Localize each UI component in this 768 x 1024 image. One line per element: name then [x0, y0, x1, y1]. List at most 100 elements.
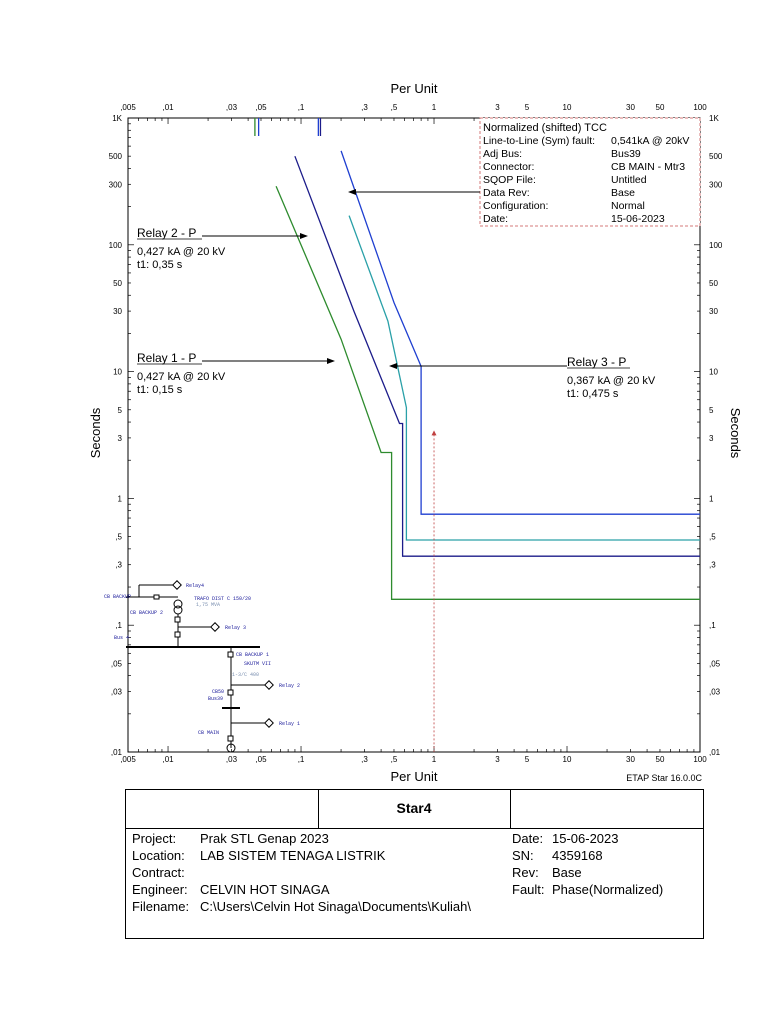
- svg-text:SKUTM VII: SKUTM VII: [244, 661, 271, 667]
- engineer-label: Engineer:: [132, 882, 188, 897]
- x-tick-label: ,05: [255, 755, 267, 764]
- y-tick-label: 300: [109, 180, 123, 189]
- info-key: Date:: [483, 213, 508, 225]
- x-tick-label: 1: [432, 755, 437, 764]
- svg-text:Relay 1: Relay 1: [279, 721, 300, 727]
- x-tick-label: ,01: [162, 103, 174, 112]
- x-tick-label: ,005: [120, 755, 136, 764]
- y-tick-label: 300: [709, 180, 723, 189]
- fault-value: Phase(Normalized): [552, 882, 664, 897]
- y-tick-label: 3: [118, 434, 123, 443]
- info-title: Normalized (shifted) TCC: [483, 122, 607, 134]
- y-tick-label: 5: [118, 406, 123, 415]
- svg-text:1,75 MVA: 1,75 MVA: [196, 602, 220, 608]
- date-label: Date:: [512, 831, 544, 846]
- x-tick-label: 5: [525, 755, 530, 764]
- y-tick-label: 1: [118, 494, 123, 503]
- svg-text:CB MAIN: CB MAIN: [198, 730, 219, 736]
- svg-text:CB50: CB50: [212, 689, 224, 695]
- svg-text:Relay 2: Relay 2: [279, 683, 300, 689]
- x-tick-label: ,3: [361, 103, 368, 112]
- info-value: Base: [611, 187, 635, 199]
- tcc-chart: ,005,005,01,01,03,03,05,05,1,1,3,3,5,511…: [88, 81, 743, 784]
- info-key: SQOP File:: [483, 174, 536, 186]
- y-tick-label: 50: [113, 279, 122, 288]
- svg-text:0,367 kA @ 20 kV: 0,367 kA @ 20 kV: [567, 375, 656, 387]
- info-box: Normalized (shifted) TCC Line-to-Line (S…: [479, 117, 701, 227]
- fault-arrow: [431, 430, 437, 436]
- x-axis-title-top: Per Unit: [391, 81, 438, 96]
- info-value: Bus39: [611, 148, 641, 160]
- x-tick-label: 100: [693, 103, 707, 112]
- info-key: Adj Bus:: [483, 148, 522, 160]
- annotation-relay1: Relay 1 - P 0,427 kA @ 20 kV t1: 0,15 s: [137, 351, 335, 396]
- y-tick-label: ,03: [709, 688, 721, 697]
- fault-marker: [431, 430, 437, 752]
- y-tick-label: 30: [709, 307, 718, 316]
- info-key: Connector:: [483, 161, 534, 173]
- y-tick-label: ,05: [111, 659, 123, 668]
- svg-text:0,427 kA @ 20 kV: 0,427 kA @ 20 kV: [137, 246, 226, 258]
- rev-value: Base: [552, 865, 582, 880]
- y-tick-label: 1K: [709, 114, 719, 123]
- filename-value: C:\Users\Celvin Hot Sinaga\Documents\Kul…: [200, 899, 471, 914]
- title-block: Star4 Project: Prak STL Genap 2023 Locati…: [125, 789, 704, 939]
- x-tick-label: 3: [495, 755, 500, 764]
- y-tick-label: 500: [109, 152, 123, 161]
- svg-text:Relay 3 - P: Relay 3 - P: [567, 355, 626, 369]
- x-tick-label: 50: [656, 103, 665, 112]
- y-tick-label: ,1: [709, 621, 716, 630]
- x-tick-label: ,03: [226, 103, 238, 112]
- info-key: Data Rev:: [483, 187, 530, 199]
- project-label: Project:: [132, 831, 177, 846]
- svg-text:Relay 3: Relay 3: [225, 625, 246, 631]
- annotation-relay2: Relay 2 - P 0,427 kA @ 20 kV t1: 0,35 s: [137, 226, 308, 271]
- svg-text:t1: 0,35 s: t1: 0,35 s: [137, 259, 183, 271]
- x-tick-label: ,5: [391, 755, 398, 764]
- y-tick-label: 1: [709, 494, 714, 503]
- axis-ticks: ,005,005,01,01,03,03,05,05,1,1,3,3,5,511…: [109, 103, 723, 764]
- x-tick-label: 1: [432, 103, 437, 112]
- y-tick-label: ,01: [709, 748, 721, 757]
- y-tick-label: 10: [113, 368, 122, 377]
- info-value: Normal: [611, 200, 645, 212]
- sn-value: 4359168: [552, 848, 603, 863]
- x-tick-label: ,5: [391, 103, 398, 112]
- y-axis-title-right: Seconds: [728, 408, 743, 459]
- x-tick-label: 30: [626, 755, 635, 764]
- y-tick-label: ,3: [115, 561, 122, 570]
- x-tick-label: ,01: [162, 755, 174, 764]
- info-value: Untitled: [611, 174, 647, 186]
- x-tick-label: ,005: [120, 103, 136, 112]
- x-tick-label: 3: [495, 103, 500, 112]
- single-line-diagram: Relay4 CB BACKUP TRAFO DIST C 150/20 1,7…: [104, 580, 300, 753]
- info-value: CB MAIN - Mtr3: [611, 161, 685, 173]
- svg-text:0,427 kA @ 20 kV: 0,427 kA @ 20 kV: [137, 371, 226, 383]
- engineer-value: CELVIN HOT SINAGA: [200, 882, 330, 897]
- x-tick-label: 10: [563, 755, 572, 764]
- grid-lines: [127, 117, 701, 753]
- svg-text:CB BACKUP 2: CB BACKUP 2: [130, 610, 163, 616]
- y-tick-label: 30: [113, 307, 122, 316]
- y-tick-label: ,5: [709, 533, 716, 542]
- etap-version: ETAP Star 16.0.0C: [626, 773, 702, 783]
- info-value: 0,541kA @ 20kV: [611, 135, 689, 147]
- x-tick-label: ,1: [298, 103, 305, 112]
- svg-text:Relay 1 - P: Relay 1 - P: [137, 351, 196, 365]
- relay-curve-4: [348, 215, 700, 541]
- x-tick-label: 5: [525, 103, 530, 112]
- relay-curve-2: [294, 155, 700, 557]
- x-tick-label: 100: [693, 755, 707, 764]
- y-tick-label: 1K: [112, 114, 122, 123]
- info-key: Line-to-Line (Sym) fault:: [483, 135, 595, 147]
- x-tick-label: ,3: [361, 755, 368, 764]
- svg-text:t1: 0,475 s: t1: 0,475 s: [567, 388, 619, 400]
- svg-text:CB BACKUP: CB BACKUP: [104, 594, 131, 600]
- fault-label: Fault:: [512, 882, 545, 897]
- sn-label: SN:: [512, 848, 534, 863]
- y-tick-label: 50: [709, 279, 718, 288]
- x-tick-label: ,1: [298, 755, 305, 764]
- y-tick-label: ,01: [111, 748, 123, 757]
- y-tick-label: 500: [709, 152, 723, 161]
- svg-text:Relay4: Relay4: [186, 583, 204, 589]
